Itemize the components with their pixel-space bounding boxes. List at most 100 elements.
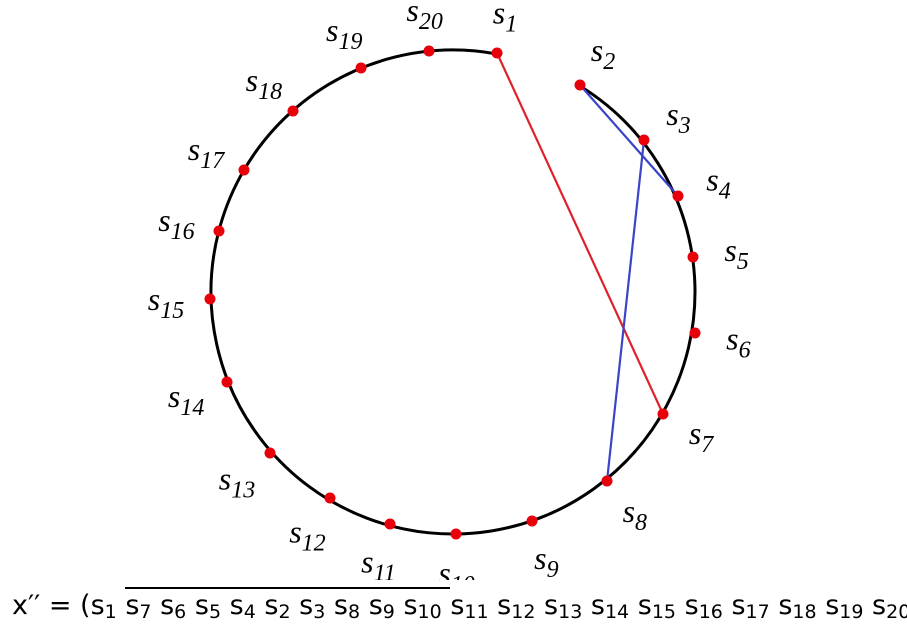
term-index: 8 bbox=[348, 601, 361, 623]
node-label: s19 bbox=[326, 12, 362, 55]
term-index: 6 bbox=[174, 601, 187, 623]
node bbox=[672, 190, 684, 202]
term-index: 3 bbox=[313, 601, 326, 623]
node-name: s bbox=[246, 62, 258, 98]
node-label: s6 bbox=[726, 321, 750, 364]
node-name: s bbox=[406, 0, 418, 28]
term: s14 bbox=[590, 590, 629, 623]
term: s12 bbox=[497, 590, 536, 623]
term: s13 bbox=[544, 590, 582, 623]
node-index: 3 bbox=[678, 113, 691, 139]
node-label: s16 bbox=[158, 202, 194, 245]
node-index: 9 bbox=[547, 557, 559, 580]
node-index: 8 bbox=[635, 510, 647, 536]
term-name: s bbox=[825, 590, 840, 621]
node-name: s bbox=[534, 540, 546, 576]
term-name: s bbox=[264, 590, 279, 621]
term-name: s bbox=[684, 590, 699, 621]
node-label: s3 bbox=[666, 96, 690, 139]
node-name: s bbox=[148, 281, 160, 317]
term-name: s bbox=[450, 590, 465, 621]
node-name: s bbox=[361, 544, 373, 580]
node bbox=[638, 134, 650, 146]
node bbox=[687, 251, 699, 263]
node-index: 4 bbox=[719, 178, 731, 204]
term-name: s bbox=[333, 590, 348, 621]
term-index: 15 bbox=[651, 601, 677, 623]
formula-lhs: x′′ = ( bbox=[12, 590, 91, 621]
node-label: s14 bbox=[168, 378, 204, 421]
node-index: 14 bbox=[180, 395, 204, 421]
term-name: s bbox=[590, 590, 605, 621]
node-index: 18 bbox=[258, 79, 282, 105]
term-index: 12 bbox=[511, 601, 536, 623]
node-label: s5 bbox=[724, 232, 748, 275]
node-label: s11 bbox=[361, 544, 396, 580]
node-name: s bbox=[326, 12, 338, 48]
node-label: s15 bbox=[148, 281, 184, 324]
node bbox=[491, 47, 503, 59]
node-index: 13 bbox=[231, 477, 255, 503]
node-label: s20 bbox=[406, 0, 442, 35]
overlined-group: s7 s6 s5 s4 s2 s3 s8 s9 s10 bbox=[125, 587, 451, 623]
term-index: 16 bbox=[698, 601, 723, 623]
node-label: s1 bbox=[493, 0, 517, 38]
node-index: 5 bbox=[737, 249, 749, 275]
node-index: 17 bbox=[200, 148, 225, 174]
node-label: s18 bbox=[246, 62, 282, 105]
node-name: s bbox=[289, 513, 301, 549]
term-index: 10 bbox=[417, 601, 442, 623]
node-name: s bbox=[493, 0, 505, 31]
term-name: s bbox=[778, 590, 793, 621]
term: s19 bbox=[825, 590, 864, 623]
node-index: 10 bbox=[451, 572, 475, 580]
node-index: 6 bbox=[739, 338, 751, 364]
term: s10 bbox=[403, 590, 442, 623]
node-index: 7 bbox=[701, 432, 714, 458]
node-label: s17 bbox=[188, 131, 225, 174]
node-label: s13 bbox=[219, 460, 255, 503]
node bbox=[204, 293, 216, 305]
term: s20 bbox=[872, 590, 907, 623]
term-name: s bbox=[637, 590, 652, 621]
node-label: s10 bbox=[438, 555, 474, 580]
node-index: 11 bbox=[374, 561, 396, 580]
term-index: 9 bbox=[382, 601, 395, 623]
node-name: s bbox=[724, 232, 736, 268]
term: s4 bbox=[229, 590, 256, 623]
node-index: 16 bbox=[171, 219, 195, 245]
term-index: 1 bbox=[104, 601, 117, 623]
node-index: 15 bbox=[160, 298, 184, 324]
node bbox=[384, 518, 396, 530]
term-index: 2 bbox=[278, 601, 291, 623]
node bbox=[264, 447, 276, 459]
term-name: s bbox=[229, 590, 244, 621]
node bbox=[574, 79, 586, 91]
term: s11 bbox=[450, 590, 488, 623]
node-label: s9 bbox=[534, 540, 558, 580]
node-index: 2 bbox=[603, 49, 615, 75]
term-index: 19 bbox=[839, 601, 864, 623]
node-label: s4 bbox=[706, 161, 730, 204]
term: s18 bbox=[778, 590, 816, 623]
term: s17 bbox=[731, 590, 769, 623]
term-name: s bbox=[194, 590, 209, 621]
node bbox=[238, 164, 250, 176]
node-label: s7 bbox=[689, 415, 714, 458]
node-name: s bbox=[188, 131, 200, 167]
circle-arc bbox=[209, 48, 697, 536]
blue-edge bbox=[605, 139, 646, 482]
node-label: s8 bbox=[623, 493, 647, 536]
term: s3 bbox=[299, 590, 326, 623]
term-index: 20 bbox=[886, 601, 907, 623]
term-name: s bbox=[731, 590, 746, 621]
node-index: 20 bbox=[419, 9, 443, 35]
node-label: s2 bbox=[591, 32, 615, 75]
node bbox=[213, 225, 225, 237]
term-name: s bbox=[368, 590, 383, 621]
node-index: 1 bbox=[505, 12, 517, 38]
term-name: s bbox=[403, 590, 418, 621]
term: s9 bbox=[368, 590, 395, 623]
node-name: s bbox=[219, 460, 231, 496]
